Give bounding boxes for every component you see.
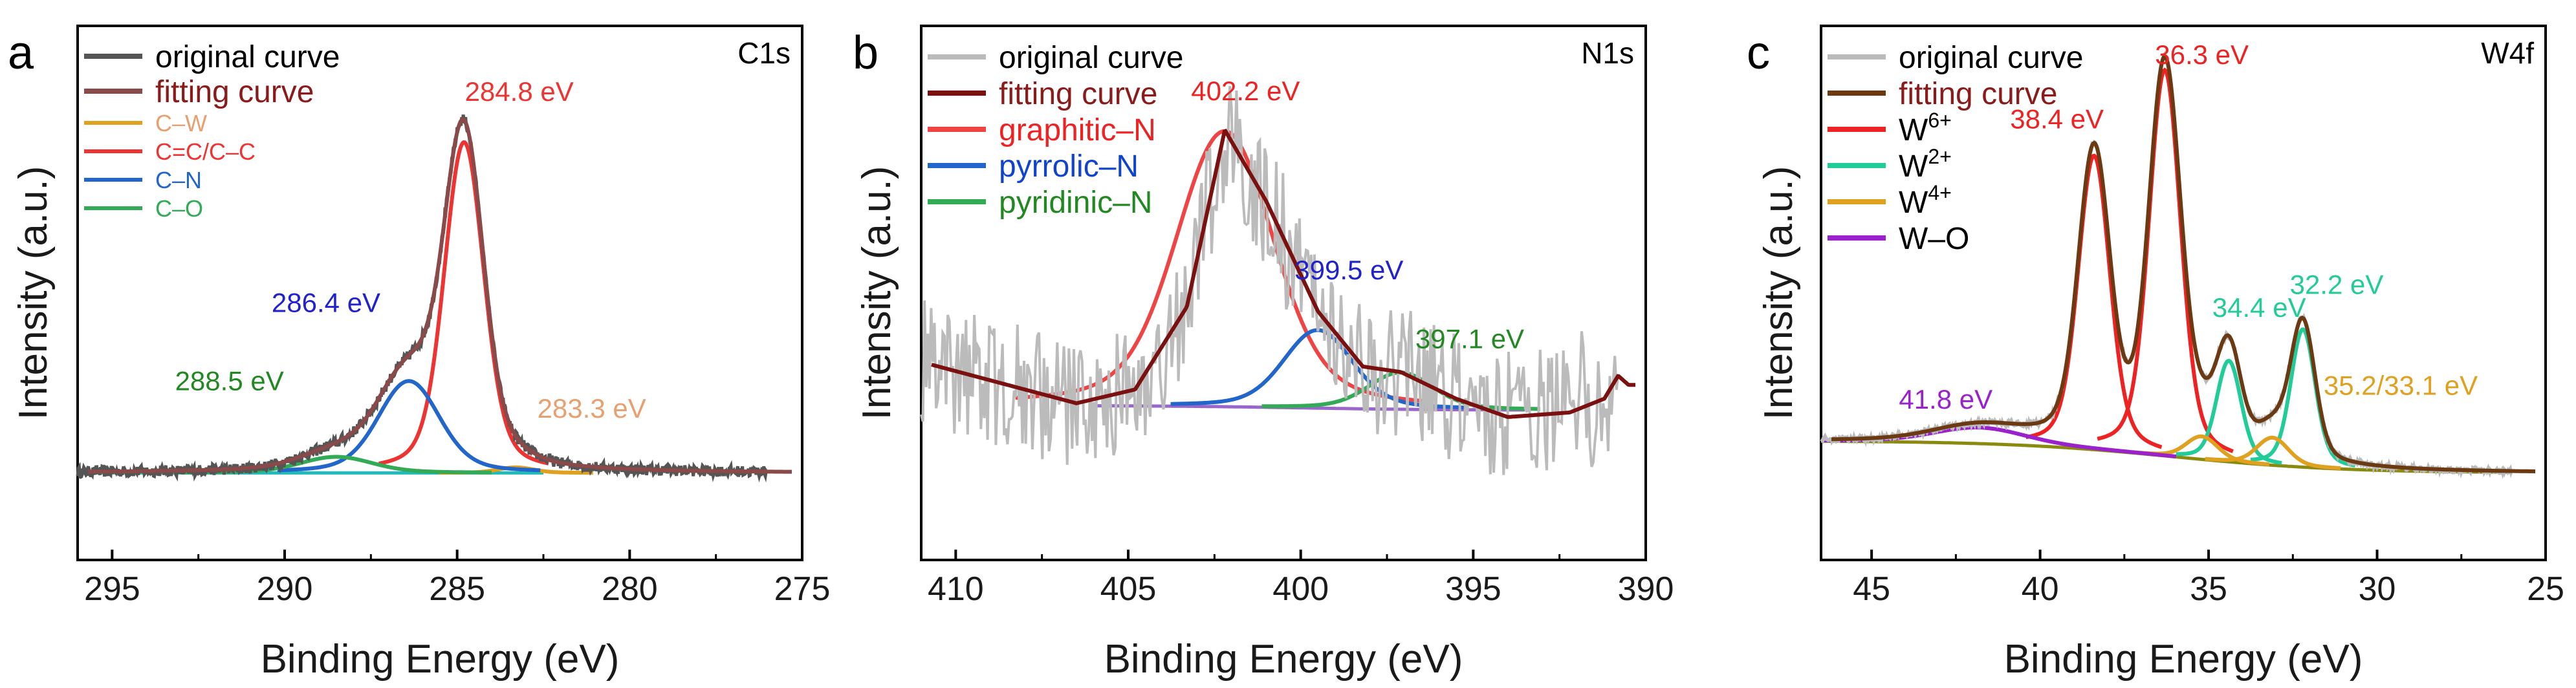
x-tick-label-400: 400 [1272, 570, 1329, 608]
fitting-curve [931, 128, 1635, 419]
x-tick-label-35: 35 [2190, 570, 2227, 608]
panel-c-w4f: c W4f Binding Energy (eV) Intensity (a.u… [1747, 25, 2564, 682]
panel-letter-c: c [1747, 27, 1770, 79]
plot-lines-c [1820, 50, 2535, 480]
panel-letter-b: b [853, 27, 879, 79]
panel-b-n1s: b N1s Binding Energy (eV) Intensity (a.u… [853, 25, 1674, 682]
legend-label: pyrrolic–N [999, 149, 1139, 184]
legend-label: fitting curve [155, 75, 314, 109]
x-ticks-b: 410 405 400 395 390 [928, 550, 1674, 608]
x-tick-label-410: 410 [928, 570, 984, 608]
x-tick-label-45: 45 [1853, 570, 1890, 608]
peak-annotation: 288.5 eV [175, 365, 284, 396]
legend-label: C–O [155, 195, 203, 222]
peak-annotation: 38.4 eV [2010, 104, 2104, 134]
plot-frame-b [920, 25, 1647, 561]
y-axis-title-b: Intensity (a.u.) [855, 166, 899, 420]
peak-c-c-c-c [378, 140, 549, 466]
x-tick-label-285: 285 [429, 570, 485, 608]
annotations-a: 284.8 eV 286.4 eV 288.5 eV 283.3 eV [175, 76, 646, 424]
core-label-n1s: N1s [1581, 36, 1634, 70]
legend-label: W–O [1899, 222, 1969, 256]
peak-w-38.4 [2025, 153, 2163, 449]
peak-annotation: 284.8 eV [465, 76, 574, 107]
legend-label: original curve [155, 40, 340, 74]
legend-label: original curve [1899, 41, 2083, 75]
original-curve [920, 86, 1620, 475]
x-ticks-c: 45 40 35 30 25 [1853, 550, 2564, 608]
x-tick-label-280: 280 [602, 570, 658, 608]
legend-label: C=C/C–C [155, 138, 256, 165]
core-label-c1s: C1s [737, 36, 791, 70]
peak-c-n [277, 379, 541, 473]
plot-lines-a [76, 114, 792, 483]
x-ticks-a: 295 290 285 280 275 [84, 550, 830, 608]
legend-label: W6+ [1899, 109, 1952, 147]
x-tick-label-290: 290 [257, 570, 313, 608]
legend-label: graphitic–N [999, 113, 1156, 147]
legend-label: C–W [155, 110, 207, 136]
x-tick-label-395: 395 [1445, 570, 1501, 608]
peak-w-36.3 [2097, 67, 2234, 453]
peak-annotation: 286.4 eV [272, 288, 380, 318]
peak-annotation: 36.3 eV [2155, 39, 2249, 70]
peak-annotation: 399.5 eV [1294, 255, 1403, 285]
x-axis-title-b: Binding Energy (eV) [1104, 637, 1463, 682]
plot-frame-a [76, 25, 803, 561]
x-tick-label-295: 295 [84, 570, 140, 608]
peak-w-33.1 [2205, 435, 2341, 471]
y-axis-title-c: Intensity (a.u.) [1756, 166, 1801, 420]
peak-annotation: 397.1 eV [1415, 323, 1524, 354]
x-tick-label-40: 40 [2022, 570, 2059, 608]
peak-annotation: 41.8 eV [1899, 384, 1992, 414]
peak-annotation: 35.2/33.1 eV [2324, 371, 2478, 401]
legend-label: pyridinic–N [999, 186, 1152, 220]
legend-label: fitting curve [1899, 77, 2057, 111]
y-axis-title-a: Intensity (a.u.) [11, 166, 56, 420]
x-tick-label-405: 405 [1100, 570, 1157, 608]
peak-annotation: 34.4 eV [2212, 292, 2306, 323]
annotations-b: 402.2 eV 399.5 eV 397.1 eV [1191, 76, 1524, 354]
x-tick-label-25: 25 [2527, 570, 2564, 608]
x-tick-label-390: 390 [1618, 570, 1674, 608]
legend-label: fitting curve [999, 77, 1157, 111]
fitting-curve [88, 117, 792, 474]
plot-frame-c [1820, 25, 2547, 561]
legend-label: original curve [999, 41, 1183, 75]
core-label-w4f: W4f [2481, 36, 2534, 70]
legend-label: W4+ [1899, 181, 1952, 220]
x-tick-label-30: 30 [2359, 570, 2396, 608]
peak-annotation: 402.2 eV [1191, 76, 1300, 106]
x-tick-label-275: 275 [774, 570, 831, 608]
peak-annotation: 32.2 eV [2290, 269, 2384, 299]
background-line [1094, 404, 1525, 412]
panel-letter-a: a [8, 27, 34, 79]
fitting-curve [1831, 54, 2535, 473]
legend-label: C–N [155, 167, 202, 193]
panel-a-c1s: a C1s Binding Energy (eV) Intensity (a.u… [8, 25, 830, 682]
legend-label: W2+ [1899, 145, 1952, 184]
x-axis-title-c: Binding Energy (eV) [2004, 637, 2363, 682]
x-axis-title-a: Binding Energy (eV) [261, 637, 620, 682]
peak-annotation: 283.3 eV [538, 393, 646, 424]
plot-lines-b [920, 86, 1635, 475]
